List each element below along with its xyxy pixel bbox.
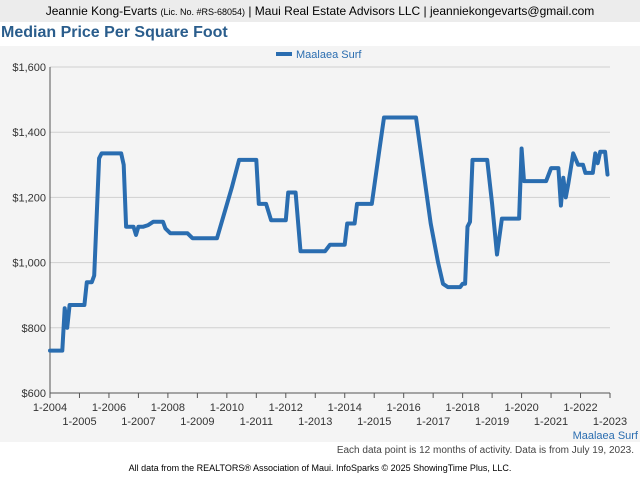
x-tick-label: 1-2009 [180, 416, 214, 428]
chart-title: Median Price Per Square Foot [1, 24, 228, 41]
x-tick-label: 1-2022 [563, 402, 597, 414]
x-tick-label: 1-2018 [445, 402, 479, 414]
x-tick-label: 1-2011 [240, 416, 273, 428]
x-tick-label: 1-2016 [387, 402, 421, 414]
x-tick-label: 1-2023 [593, 416, 627, 428]
y-tick-label: $1,400 [12, 127, 46, 139]
x-tick-label: 1-2006 [92, 402, 126, 414]
x-tick-label: 1-2007 [121, 416, 155, 428]
x-tick-label: 1-2015 [357, 416, 391, 428]
x-tick-label: 1-2010 [210, 402, 244, 414]
x-tick-label: 1-2014 [328, 402, 362, 414]
x-tick-label: 1-2017 [416, 416, 450, 428]
chart-background [0, 46, 640, 442]
legend-label: Maalaea Surf [296, 49, 362, 61]
license-number: (Lic. No. #RS-68054) [160, 7, 246, 17]
agent-header: Jeannie Kong-Evarts (Lic. No. #RS-68054)… [0, 0, 640, 22]
series-line-maalaea-surf [48, 115, 610, 353]
y-tick-label: $600 [22, 388, 46, 400]
x-tick-label: 1-2019 [475, 416, 509, 428]
y-tick-label: $1,600 [12, 62, 46, 74]
series-end-label: Maalaea Surf [573, 430, 639, 442]
x-tick-label: 1-2004 [33, 402, 67, 414]
data-source: All data from the REALTORS® Association … [128, 463, 512, 473]
data-footnote: Each data point is 12 months of activity… [336, 445, 634, 456]
x-tick-label: 1-2021 [534, 416, 568, 428]
x-tick-label: 1-2008 [151, 402, 185, 414]
agent-contact: | Maui Real Estate Advisors LLC | jeanni… [248, 4, 595, 18]
y-tick-label: $1,000 [12, 258, 46, 270]
x-tick-label: 1-2020 [504, 402, 538, 414]
x-tick-label: 1-2012 [269, 402, 303, 414]
x-tick-label: 1-2005 [62, 416, 96, 428]
y-tick-label: $800 [22, 323, 46, 335]
agent-name: Jeannie Kong-Evarts [45, 4, 158, 18]
y-tick-label: $1,200 [12, 192, 46, 204]
x-tick-label: 1-2013 [298, 416, 332, 428]
